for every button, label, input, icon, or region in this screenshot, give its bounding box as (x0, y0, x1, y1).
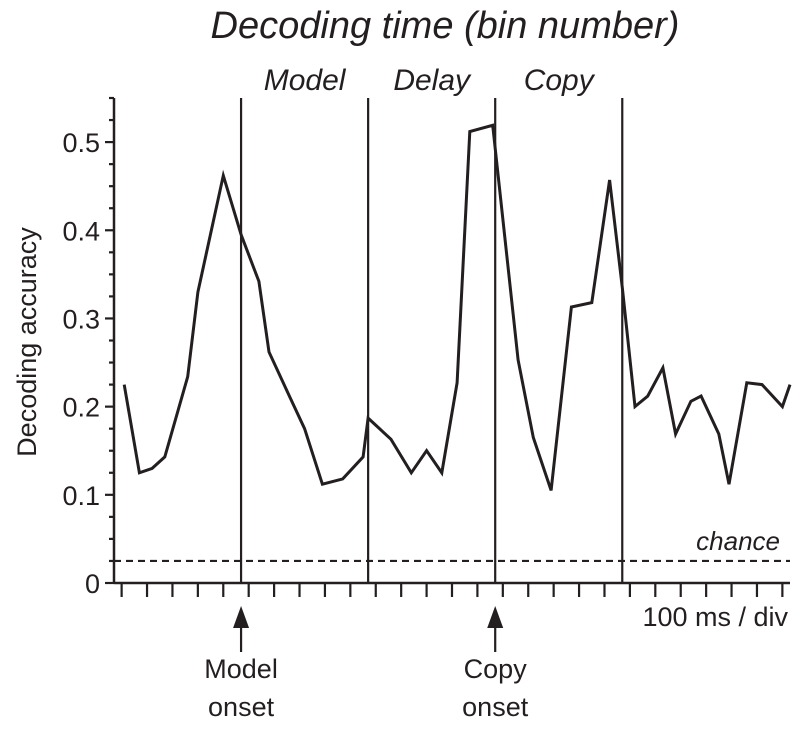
phase-label: Delay (393, 64, 472, 97)
y-axis-label: Decoding accuracy (12, 227, 42, 457)
chart-title: Decoding time (bin number) (211, 5, 680, 47)
onset-arrow-head (487, 606, 504, 628)
y-tick-label: 0 (85, 569, 100, 599)
y-tick-label: 0.2 (62, 393, 100, 423)
onset-label-line1: Model (204, 654, 278, 684)
phase-boundaries (239, 98, 624, 583)
y-tick-label: 0.4 (62, 216, 100, 246)
onset-label-line1: Copy (464, 654, 528, 684)
phase-label: Copy (524, 64, 596, 97)
accuracy-series-line (122, 123, 792, 491)
y-tick-label: 0.3 (62, 304, 100, 334)
x-axis (114, 581, 790, 597)
onset-label-line2: onset (462, 692, 529, 722)
y-axis: 0 0.1 0.2 0.3 0.4 0.5 (62, 96, 116, 599)
y-tick-label: 0.1 (62, 481, 100, 511)
onset-label-line2: onset (208, 692, 275, 722)
chance-label: chance (696, 526, 780, 556)
onset-arrow-head (233, 606, 250, 628)
phase-label: Model (264, 64, 347, 97)
x-scale-note: 100 ms / div (642, 602, 788, 632)
onset-markers: Model onset Copy onset (204, 606, 529, 722)
y-tick-label: 0.5 (62, 128, 100, 158)
phase-labels: Model Delay Copy (264, 64, 596, 97)
